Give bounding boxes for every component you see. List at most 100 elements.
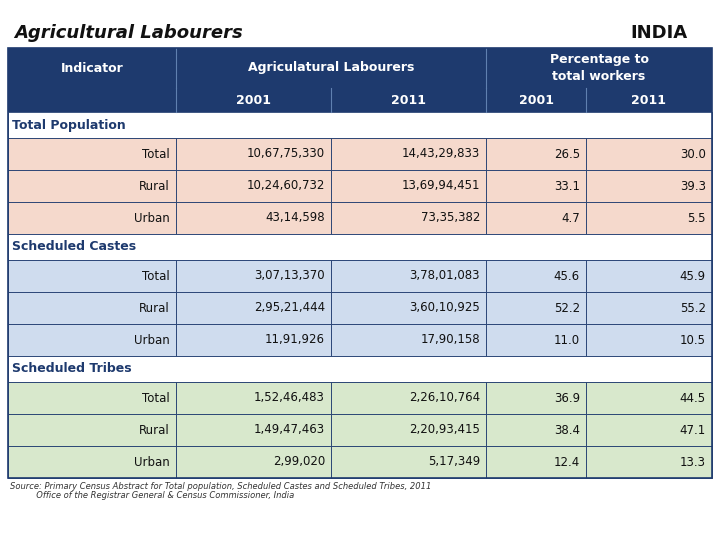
Bar: [486, 292, 586, 324]
Bar: [8, 446, 176, 478]
Text: 2,95,21,444: 2,95,21,444: [254, 301, 325, 314]
Bar: [8, 260, 176, 292]
Text: Rural: Rural: [139, 301, 170, 314]
Text: 13.3: 13.3: [680, 456, 706, 469]
Text: Rural: Rural: [139, 179, 170, 192]
Text: 73,35,382: 73,35,382: [420, 212, 480, 225]
Bar: [8, 414, 176, 446]
Bar: [8, 292, 176, 324]
Bar: [586, 414, 712, 446]
Bar: [486, 324, 586, 356]
Bar: [8, 324, 176, 356]
Text: 5,17,349: 5,17,349: [428, 456, 480, 469]
Bar: [331, 138, 486, 170]
Text: Indicator: Indicator: [60, 62, 123, 75]
Text: INDIA: INDIA: [630, 24, 687, 42]
Bar: [331, 260, 486, 292]
Text: Urban: Urban: [134, 212, 170, 225]
Text: 39.3: 39.3: [680, 179, 706, 192]
Text: 43,14,598: 43,14,598: [266, 212, 325, 225]
Text: 55.2: 55.2: [680, 301, 706, 314]
Text: 33.1: 33.1: [554, 179, 580, 192]
Text: 3,78,01,083: 3,78,01,083: [410, 269, 480, 282]
Text: Total Population: Total Population: [12, 118, 126, 132]
Text: 14,43,29,833: 14,43,29,833: [402, 147, 480, 160]
Text: 1,49,47,463: 1,49,47,463: [254, 423, 325, 436]
Bar: [331, 292, 486, 324]
Bar: [586, 324, 712, 356]
Bar: [586, 382, 712, 414]
Text: 2,26,10,764: 2,26,10,764: [409, 392, 480, 404]
Text: 2011: 2011: [631, 93, 667, 106]
Bar: [331, 202, 486, 234]
Text: Office of the Registrar General & Census Commissioner, India: Office of the Registrar General & Census…: [10, 491, 294, 500]
Text: 45.6: 45.6: [554, 269, 580, 282]
Text: 47.1: 47.1: [680, 423, 706, 436]
Text: 12.4: 12.4: [554, 456, 580, 469]
Bar: [586, 260, 712, 292]
Bar: [8, 48, 712, 478]
Bar: [486, 170, 586, 202]
Bar: [176, 414, 331, 446]
Bar: [486, 202, 586, 234]
Bar: [331, 414, 486, 446]
Bar: [8, 356, 712, 382]
Bar: [8, 88, 712, 112]
Text: 11.0: 11.0: [554, 334, 580, 347]
Text: 10.5: 10.5: [680, 334, 706, 347]
Bar: [176, 202, 331, 234]
Bar: [176, 260, 331, 292]
Bar: [586, 292, 712, 324]
Text: Agriculatural Labourers: Agriculatural Labourers: [248, 62, 414, 75]
Text: 5.5: 5.5: [688, 212, 706, 225]
Text: 17,90,158: 17,90,158: [420, 334, 480, 347]
Bar: [176, 324, 331, 356]
Bar: [8, 170, 176, 202]
Text: 3,07,13,370: 3,07,13,370: [254, 269, 325, 282]
Text: 1,52,46,483: 1,52,46,483: [254, 392, 325, 404]
Bar: [586, 446, 712, 478]
Text: 45.9: 45.9: [680, 269, 706, 282]
Text: 10,67,75,330: 10,67,75,330: [247, 147, 325, 160]
Text: 36.9: 36.9: [554, 392, 580, 404]
Text: 2011: 2011: [391, 93, 426, 106]
Bar: [8, 48, 712, 88]
Text: Rural: Rural: [139, 423, 170, 436]
Bar: [486, 414, 586, 446]
Text: Total: Total: [143, 269, 170, 282]
Bar: [486, 260, 586, 292]
Bar: [331, 170, 486, 202]
Text: Percentage to
total workers: Percentage to total workers: [549, 53, 649, 83]
Bar: [331, 382, 486, 414]
Text: 3,60,10,925: 3,60,10,925: [409, 301, 480, 314]
Text: 10,24,60,732: 10,24,60,732: [247, 179, 325, 192]
Bar: [8, 202, 176, 234]
Text: Agricultural Labourers: Agricultural Labourers: [14, 24, 243, 42]
Bar: [486, 382, 586, 414]
Bar: [586, 138, 712, 170]
Text: 2001: 2001: [236, 93, 271, 106]
Bar: [586, 202, 712, 234]
Text: Total: Total: [143, 392, 170, 404]
Bar: [176, 292, 331, 324]
Text: 38.4: 38.4: [554, 423, 580, 436]
Bar: [331, 324, 486, 356]
Bar: [176, 138, 331, 170]
Text: 44.5: 44.5: [680, 392, 706, 404]
Bar: [176, 170, 331, 202]
Text: Source: Primary Census Abstract for Total population, Scheduled Castes and Sched: Source: Primary Census Abstract for Tota…: [10, 482, 431, 491]
Bar: [176, 382, 331, 414]
Text: Scheduled Castes: Scheduled Castes: [12, 240, 136, 253]
Text: 2001: 2001: [518, 93, 554, 106]
Bar: [486, 446, 586, 478]
Bar: [586, 170, 712, 202]
Text: 11,91,926: 11,91,926: [265, 334, 325, 347]
Bar: [8, 112, 712, 138]
Bar: [176, 446, 331, 478]
Bar: [8, 382, 176, 414]
Text: Urban: Urban: [134, 456, 170, 469]
Text: 4.7: 4.7: [562, 212, 580, 225]
Bar: [8, 234, 712, 260]
Bar: [486, 138, 586, 170]
Text: 52.2: 52.2: [554, 301, 580, 314]
